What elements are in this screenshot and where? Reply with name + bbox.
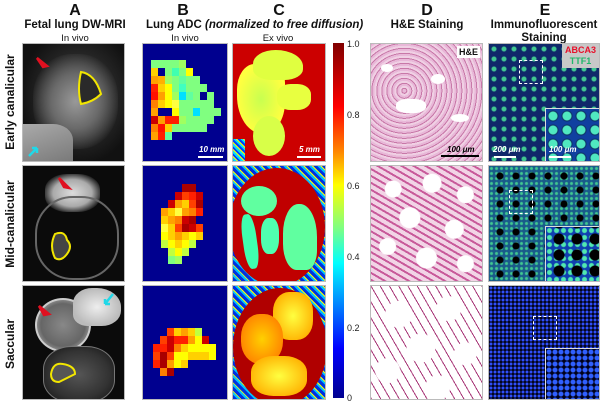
if-image-early: ABCA3 TTF1 200 μm 100 μm xyxy=(488,43,600,162)
scale-bar-inset xyxy=(549,156,571,158)
panel-letter-a: A xyxy=(69,2,81,19)
panel-title-b-italic: (normalized to free diffusion) xyxy=(204,19,364,31)
he-tag: H&E xyxy=(456,46,480,58)
panel-subtitle-c: Ex vivo xyxy=(262,33,294,44)
airspace xyxy=(431,74,445,84)
zoom-region-box xyxy=(533,316,557,340)
panel-title-e-line1: Immunofluorescent xyxy=(490,19,598,31)
row-label-saccular: Saccular xyxy=(3,318,17,370)
alveoli-pattern xyxy=(371,286,482,399)
scale-bar xyxy=(297,156,321,158)
scale-bar-inset-label: 100 μm xyxy=(549,145,577,154)
adc-exvivo-early: 5 mm xyxy=(232,43,326,162)
colorbar-tick-label: 0 xyxy=(347,393,353,403)
adc-map-saccular xyxy=(142,285,228,400)
colorbar xyxy=(333,43,344,398)
lung-lobe xyxy=(251,356,307,396)
cyan-arrow-icon xyxy=(103,293,114,306)
scale-bar-label: 10 mm xyxy=(199,145,225,154)
adc-exvivo-mid xyxy=(232,165,326,282)
mri-image-early xyxy=(22,43,125,162)
zoom-inset xyxy=(545,108,599,161)
lung-lobe xyxy=(241,186,277,216)
scale-bar xyxy=(441,155,479,157)
adc-map-early: 10 mm xyxy=(142,43,228,162)
red-arrow-icon xyxy=(57,177,73,191)
lung-lobe xyxy=(283,204,317,270)
panel-title-a: Fetal lung DW-MRI xyxy=(24,19,126,31)
lung-lobe xyxy=(261,218,279,254)
red-arrow-icon xyxy=(35,57,50,69)
airspace xyxy=(381,64,393,72)
lung-lobe xyxy=(253,50,303,80)
roi-outline xyxy=(51,231,71,261)
adc-voxels xyxy=(151,60,223,124)
zoom-region-box xyxy=(519,60,543,84)
mri-overlay xyxy=(37,293,114,384)
alveoli-pattern xyxy=(371,166,482,281)
lung-lobe xyxy=(253,116,285,156)
adc-exvivo-saccular xyxy=(232,285,326,400)
panel-title-d: H&E Staining xyxy=(390,19,464,31)
adc-map-mid xyxy=(142,165,228,282)
scale-bar-label: 100 μm xyxy=(447,145,475,154)
panel-letter-e: E xyxy=(539,2,551,19)
if-image-saccular xyxy=(488,285,600,400)
row-label-mid-canalicular: Mid-canalicular xyxy=(3,180,17,268)
zoom-inset xyxy=(545,226,599,281)
panel-letter-b: B xyxy=(177,2,189,19)
panel-title-e-line2: Staining xyxy=(521,32,567,44)
adc-voxels xyxy=(153,328,223,378)
adc-voxels-bottom xyxy=(151,124,223,140)
panel-letter-c: C xyxy=(273,2,285,19)
red-arrow-icon xyxy=(37,305,52,317)
zoom-inset xyxy=(545,348,599,399)
if-image-mid xyxy=(488,165,600,282)
marker-abca3: ABCA3 xyxy=(564,45,596,55)
mri-overlay xyxy=(28,57,103,157)
panel-title-b-main: Lung ADC xyxy=(146,19,205,31)
marker-ttf1: TTF1 xyxy=(569,56,592,66)
row-label-early-canalicular: Early canalicular xyxy=(3,54,17,150)
roi-outline xyxy=(49,362,77,384)
scale-bar-label: 200 μm xyxy=(493,145,521,154)
panel-subtitle-a: In vivo xyxy=(61,33,89,44)
adc-voxels xyxy=(161,184,211,264)
cyan-arrow-icon xyxy=(28,146,39,157)
scale-bar xyxy=(494,156,516,158)
airspace xyxy=(396,99,426,113)
colorbar-tick-label: 0.8 xyxy=(347,110,360,120)
panel-subtitle-b: In vivo xyxy=(171,33,199,44)
scale-bar-label: 5 mm xyxy=(299,145,320,154)
he-image-early: H&E 100 μm xyxy=(370,43,483,162)
mri-image-saccular xyxy=(22,285,125,400)
noise-corner xyxy=(233,139,245,161)
panel-letter-d: D xyxy=(421,2,433,19)
lung-lobe xyxy=(277,84,311,110)
zoom-region-box xyxy=(509,190,533,214)
colorbar-tick-label: 1.0 xyxy=(347,39,360,49)
colorbar-tick-label: 0.4 xyxy=(347,252,360,262)
he-image-mid xyxy=(370,165,483,282)
marker-legend: ABCA3 TTF1 xyxy=(561,44,599,68)
colorbar-tick-label: 0.6 xyxy=(347,181,360,191)
panel-title-b: Lung ADC (normalized to free diffusion) xyxy=(146,19,366,31)
mri-body-outline xyxy=(35,196,119,280)
colorbar-tick-label: 0.2 xyxy=(347,323,360,333)
mri-overlay xyxy=(51,177,73,261)
scale-bar xyxy=(198,156,223,158)
mri-image-mid xyxy=(22,165,125,282)
lung-lobe xyxy=(241,314,283,364)
he-image-saccular xyxy=(370,285,483,400)
airspace xyxy=(451,114,469,122)
roi-outline xyxy=(78,70,103,106)
